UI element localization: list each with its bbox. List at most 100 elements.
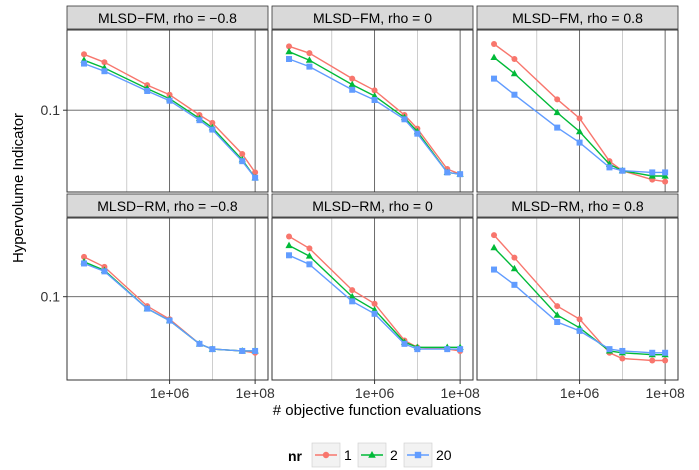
data-point [371,87,378,94]
data-point [444,169,451,176]
data-point [81,253,88,260]
data-point [285,241,293,249]
data-point [491,40,498,47]
legend-item-nr-20: 20 [403,442,452,468]
facet-title: MLSD−RM, rho = 0 [312,198,433,214]
data-point [101,268,108,275]
x-tick-label: 1e+08 [645,385,685,401]
data-point [619,355,626,362]
facet-panels: MLSD−FM, rho = −0.8 0.1 MLSD−FM, rho = 0 ML… [41,5,685,401]
data-point [144,305,151,312]
facet-strip [476,193,679,218]
panel-border [271,217,474,381]
data-point [348,292,356,300]
plot-background [272,218,473,380]
legend-marker [368,451,376,458]
x-tick-label: 1e+06 [150,385,190,401]
data-point [554,303,561,310]
data-point [511,55,518,62]
data-point [239,151,246,158]
data-point [510,264,519,272]
data-point [209,119,216,126]
data-point [511,91,518,98]
data-point [554,96,561,103]
facet-title: MLSD−FM, rho = −0.8 [98,10,237,26]
data-point [349,298,356,305]
x-tick-label: 1e+06 [355,385,395,401]
x-axis-label: # objective function evaluations [273,402,481,419]
data-point [554,319,561,326]
data-point [444,346,451,353]
legend: nr 1 2 20 [288,442,452,468]
facet-panel: MLSD−RM, rho = 0.8 1e+06 1e+08 [476,193,685,401]
facet-title: MLSD−RM, rho = −0.8 [97,198,238,214]
legend-item-nr-1: 1 [311,442,352,468]
data-point [252,174,259,181]
series-line-nr-1 [83,53,256,173]
data-point [349,75,356,82]
data-point [457,346,464,353]
data-point [662,349,669,356]
facet-panel: MLSD−FM, rho = 0.8 [476,5,679,193]
x-tick-label: 1e+06 [560,385,600,401]
data-point [239,158,246,165]
data-point [619,347,626,354]
data-point [144,87,151,94]
series-line-nr-20 [83,62,256,179]
data-point [196,117,203,124]
data-point [511,281,518,288]
data-point [306,50,313,57]
data-point [576,316,583,323]
facet-panel: MLSD−FM, rho = 0 [271,5,474,193]
data-point [348,80,356,88]
data-point [349,287,356,294]
series-line-nr-20 [288,254,461,350]
data-point [575,127,584,135]
facet-panel: MLSD−RM, rho = 0 1e+06 1e+08 [271,193,480,401]
legend-label: 20 [436,447,452,463]
data-point [414,346,421,353]
legend-label: 2 [390,447,398,463]
data-point [286,43,293,50]
data-point [511,254,518,261]
data-point [81,51,88,58]
facet-strip [271,5,474,30]
data-point [239,347,246,354]
panel-border [476,29,679,193]
data-point [286,252,293,259]
panel-border [66,29,269,193]
data-point [606,346,613,353]
data-point [306,63,313,70]
facet-panel: MLSD−FM, rho = −0.8 0.1 [41,5,269,193]
data-point [305,56,314,63]
plot-background [272,30,473,192]
data-point [196,340,203,347]
data-point [553,108,561,116]
plot-background [67,218,268,380]
panel-border [271,29,474,193]
data-point [649,349,656,356]
data-point [252,169,259,176]
data-point [209,346,216,353]
data-point [491,75,498,82]
facet-strip [66,193,269,218]
data-point [252,347,259,354]
legend-item-nr-2: 2 [357,442,398,468]
data-point [414,130,421,137]
x-tick-label: 1e+08 [235,385,275,401]
data-point [662,169,669,176]
data-point [491,232,498,239]
data-point [662,357,669,364]
data-point [490,243,498,251]
facet-strip [66,5,269,30]
plot-background [477,218,678,380]
series-line-nr-20 [288,58,461,175]
data-point [285,47,293,55]
data-point [81,260,88,267]
data-point [166,91,173,98]
x-tick-label: 1e+08 [440,385,480,401]
y-tick-label: 0.1 [41,289,61,305]
series-line-nr-20 [83,262,256,352]
data-point [649,357,656,364]
